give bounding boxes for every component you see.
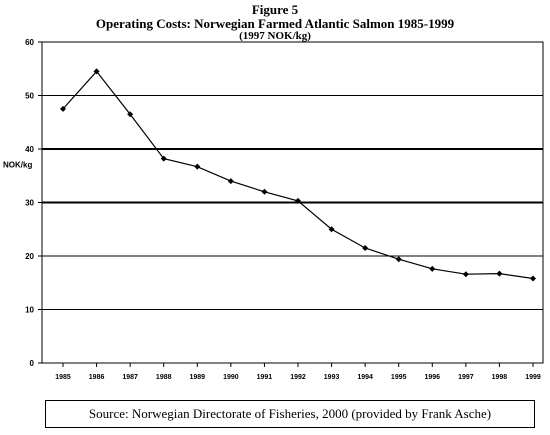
figure-label: Figure 5 bbox=[251, 2, 299, 17]
y-tick-label: 60 bbox=[25, 38, 34, 47]
y-tick-label: 10 bbox=[25, 306, 34, 315]
x-tick-label: 1991 bbox=[257, 374, 273, 381]
data-point bbox=[295, 197, 301, 204]
data-point bbox=[160, 155, 167, 162]
chart-title: Operating Costs: Norwegian Farmed Atlant… bbox=[95, 16, 455, 31]
x-tick-label: 1997 bbox=[458, 374, 474, 381]
data-point bbox=[496, 270, 503, 277]
data-point bbox=[530, 275, 536, 282]
data-point bbox=[227, 178, 234, 185]
data-point bbox=[261, 188, 268, 195]
source-note: Source: Norwegian Directorate of Fisheri… bbox=[45, 400, 535, 428]
data-point bbox=[362, 244, 369, 251]
x-tick-label: 1993 bbox=[324, 374, 340, 381]
y-axis-label: NOK/kg bbox=[3, 161, 32, 170]
x-tick-label: 1987 bbox=[122, 374, 138, 381]
data-point bbox=[328, 226, 335, 233]
x-tick-label: 1994 bbox=[357, 374, 373, 381]
y-tick-label: 50 bbox=[25, 92, 34, 101]
data-point bbox=[93, 68, 100, 75]
x-tick-label: 1985 bbox=[55, 374, 71, 381]
x-tick-label: 1990 bbox=[223, 374, 239, 381]
x-tick-label: 1998 bbox=[492, 374, 508, 381]
data-point bbox=[194, 163, 201, 170]
y-tick-label: 20 bbox=[25, 252, 34, 261]
x-tick-label: 1995 bbox=[391, 374, 407, 381]
y-tick-label: 30 bbox=[25, 199, 34, 208]
x-tick-label: 1996 bbox=[424, 374, 440, 381]
data-point bbox=[395, 256, 402, 263]
chart-subtitle: (1997 NOK/kg) bbox=[239, 30, 311, 42]
x-tick-label: 1999 bbox=[525, 374, 541, 381]
y-tick-label: 40 bbox=[25, 145, 34, 154]
data-point bbox=[462, 271, 469, 278]
x-tick-label: 1986 bbox=[89, 374, 105, 381]
data-point bbox=[429, 265, 436, 272]
x-tick-label: 1988 bbox=[156, 374, 172, 381]
data-point bbox=[127, 111, 134, 118]
x-tick-label: 1992 bbox=[290, 374, 306, 381]
y-tick-label: 0 bbox=[30, 359, 35, 368]
data-point bbox=[60, 105, 66, 112]
x-tick-label: 1989 bbox=[189, 374, 205, 381]
